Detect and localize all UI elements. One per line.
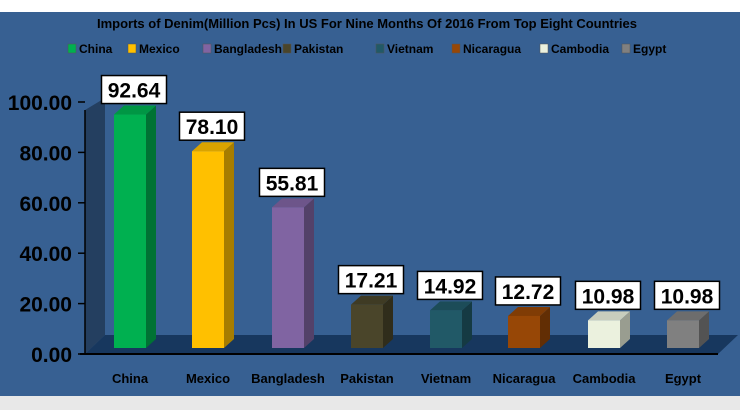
data-label: 55.81 [266, 172, 319, 195]
x-tick-label: Vietnam [421, 371, 471, 386]
legend-item: Bangladesh [202, 42, 282, 56]
bar-side [304, 198, 314, 348]
legend: China Mexico Bangladesh Pakistan Vietnam Nica… [67, 42, 666, 56]
x-tick-label: Bangladesh [251, 371, 325, 386]
bar-front [351, 304, 383, 348]
x-tick-label: Mexico [186, 371, 230, 386]
bar-mexico: 78.10 [178, 111, 246, 348]
legend-item: Egypt [621, 42, 666, 56]
legend-item: Nicaragua [451, 42, 521, 56]
data-label: 10.98 [661, 285, 714, 308]
bar-top [430, 301, 472, 311]
legend-label: Cambodia [551, 42, 609, 56]
x-tick-label: Nicaragua [493, 371, 557, 386]
y-tick-label: 100.00 [8, 92, 72, 115]
data-label-box [653, 280, 721, 311]
chart-title: Imports of Denim(Million Pcs) In US For … [97, 16, 637, 31]
data-label: 10.98 [582, 285, 635, 308]
y-tick-label: 60.00 [19, 193, 72, 216]
x-tick-label: China [112, 371, 149, 386]
bottom-border [0, 396, 740, 410]
bar-top [351, 295, 393, 305]
bar-pakistan: 17.21 [337, 264, 405, 348]
bar-nicaragua: 12.72 [494, 276, 562, 348]
bar-egypt: 10.98 [653, 280, 721, 348]
data-label-box [178, 111, 246, 141]
bar-cambodia: 10.98 [574, 280, 642, 348]
bar-front [430, 310, 462, 348]
bar-side [699, 311, 709, 348]
legend-item: Vietnam [375, 42, 433, 56]
legend-item: China [67, 42, 113, 56]
legend-label: Egypt [633, 42, 666, 56]
bar-front [508, 315, 540, 348]
legend-swatch [202, 43, 212, 54]
legend-label: Bangladesh [214, 42, 282, 56]
legend-label: Mexico [139, 42, 180, 56]
legend-item: Cambodia [539, 42, 609, 56]
floor [85, 335, 738, 354]
data-label-box [574, 280, 642, 311]
legend-swatch [375, 43, 385, 54]
legend-item: Pakistan [282, 42, 343, 56]
legend-swatch [127, 43, 137, 54]
x-tick-label: Cambodia [573, 371, 637, 386]
y-tick-label: 20.00 [19, 294, 72, 317]
bar-top [588, 311, 630, 321]
y-tick-label: 40.00 [19, 243, 72, 266]
legend-label: Nicaragua [463, 42, 521, 56]
data-label: 92.64 [108, 80, 161, 103]
data-label-box [258, 167, 326, 198]
data-label-box [337, 264, 405, 295]
bar-front [114, 114, 146, 348]
bar-side [383, 295, 393, 348]
bar-front [588, 320, 620, 348]
legend-swatch [67, 43, 77, 54]
bar-china: 92.64 [100, 74, 168, 348]
legend-swatch [539, 43, 549, 54]
bar-front [192, 151, 224, 348]
bar-top [192, 142, 234, 152]
legend-label: Pakistan [294, 42, 343, 56]
bar-top [508, 306, 550, 316]
y-tick-label: 0.00 [31, 344, 72, 367]
bar-side [540, 306, 550, 348]
bar-bangladesh: 55.81 [258, 167, 326, 348]
legend-swatch [451, 43, 461, 54]
legend-swatch [282, 43, 292, 54]
data-label-box [100, 74, 168, 105]
legend-label: Vietnam [387, 42, 433, 56]
bar-vietnam: 14.92 [416, 270, 484, 348]
legend-swatch [621, 43, 631, 54]
data-label: 78.10 [186, 116, 239, 139]
bar-side [224, 142, 234, 348]
bar-side [620, 311, 630, 348]
legend-item: Mexico [127, 42, 180, 56]
bar-top [114, 105, 156, 115]
data-label-box [494, 276, 562, 306]
bar-top [272, 198, 314, 208]
data-label: 12.72 [502, 281, 555, 304]
data-label: 17.21 [345, 270, 398, 293]
bar-side [146, 105, 156, 348]
bar-front [272, 207, 304, 348]
legend-label: China [79, 42, 113, 56]
y-tick-label: 80.00 [19, 142, 72, 165]
data-label: 14.92 [424, 275, 477, 298]
bar-front [667, 320, 699, 348]
x-tick-label: Pakistan [340, 371, 394, 386]
x-tick-label: Egypt [665, 371, 702, 386]
bar-side [462, 301, 472, 348]
data-label-box [416, 270, 484, 301]
bar-top [667, 311, 709, 321]
back-wall [85, 98, 105, 354]
